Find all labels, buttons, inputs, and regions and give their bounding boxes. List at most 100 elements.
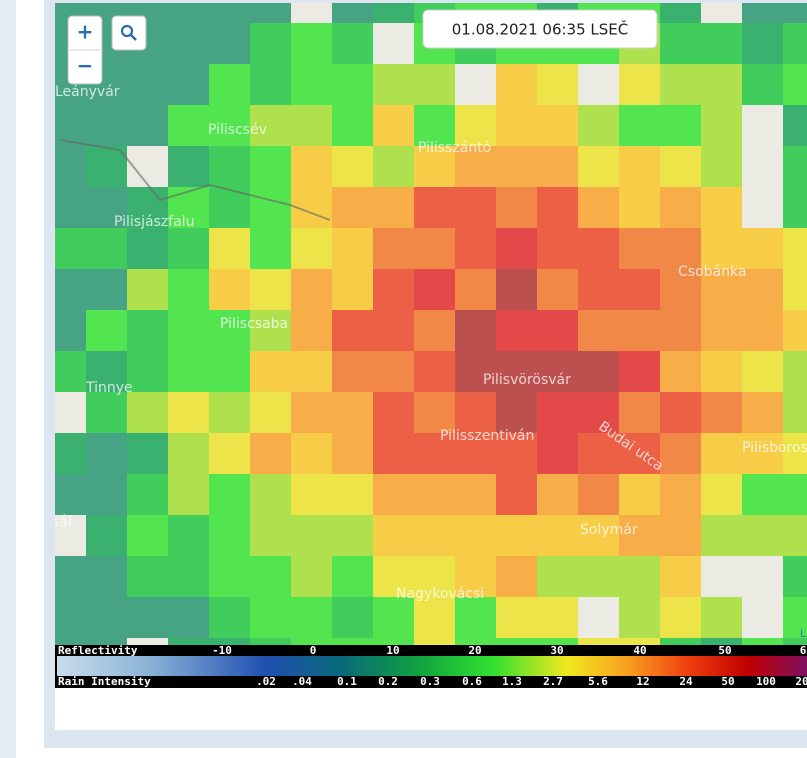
timestamp: 01.08.2021 06:35 LSEČ xyxy=(452,20,628,39)
radar-cell xyxy=(209,556,250,597)
radar-cell xyxy=(373,146,414,187)
place-label: Leányvár xyxy=(55,84,120,100)
search-button[interactable] xyxy=(111,15,147,51)
radar-cell xyxy=(701,105,742,146)
radar-cell xyxy=(578,105,619,146)
radar-cell xyxy=(619,556,660,597)
place-label: Tinnye xyxy=(85,380,133,396)
radar-cell xyxy=(783,269,807,310)
radar-cell xyxy=(127,228,168,269)
radar-cell xyxy=(332,146,373,187)
radar-cell xyxy=(55,146,86,187)
radar-cell xyxy=(127,351,168,392)
radar-cell xyxy=(209,105,250,146)
radar-cell xyxy=(127,556,168,597)
radar-cell xyxy=(373,392,414,433)
timestamp-box xyxy=(422,9,658,49)
radar-cell xyxy=(783,228,807,269)
radar-cell xyxy=(55,351,86,392)
radar-cell xyxy=(660,187,701,228)
radar-cell xyxy=(250,228,291,269)
radar-cell xyxy=(537,146,578,187)
radar-cell xyxy=(660,597,701,638)
radar-cell xyxy=(496,228,537,269)
radar-cell xyxy=(332,392,373,433)
radar-cell xyxy=(701,392,742,433)
radar-cell xyxy=(209,474,250,515)
radar-cell xyxy=(209,228,250,269)
radar-cell xyxy=(168,105,209,146)
radar-cell xyxy=(373,64,414,105)
legend-label: 0.2 xyxy=(378,675,398,688)
radar-cell xyxy=(537,515,578,556)
radar-cell xyxy=(783,64,807,105)
radar-cell xyxy=(55,310,86,351)
radar-cell xyxy=(455,474,496,515)
panel-footer xyxy=(55,688,807,730)
legend-label: 50 xyxy=(721,675,734,688)
radar-cell xyxy=(783,146,807,187)
zoom-in[interactable]: + xyxy=(77,20,94,44)
radar-cell xyxy=(578,146,619,187)
radar-cell xyxy=(250,515,291,556)
radar-cell xyxy=(127,597,168,638)
radar-cell xyxy=(578,269,619,310)
radar-cell xyxy=(783,515,807,556)
radar-cell xyxy=(537,351,578,392)
radar-cell xyxy=(168,515,209,556)
radar-cell xyxy=(209,23,250,64)
radar-cell xyxy=(55,187,86,228)
radar-cell xyxy=(660,310,701,351)
radar-cell xyxy=(414,433,455,474)
radar-cell xyxy=(701,228,742,269)
radar-cell xyxy=(742,474,783,515)
zoom-out[interactable]: − xyxy=(77,54,94,78)
place-label: Piliscsaba xyxy=(220,316,288,332)
radar-cell xyxy=(250,638,291,645)
radar-cell xyxy=(660,351,701,392)
radar-cell xyxy=(332,515,373,556)
place-label: Pilisboros xyxy=(742,440,807,456)
radar-cell xyxy=(701,146,742,187)
radar-cell xyxy=(291,310,332,351)
radar-cell xyxy=(701,638,742,645)
radar-cell xyxy=(127,64,168,105)
legend-label: 2.7 xyxy=(543,675,563,688)
radar-cell xyxy=(455,597,496,638)
legend-label: 24 xyxy=(679,675,693,688)
radar-cell xyxy=(701,351,742,392)
radar-cell xyxy=(332,556,373,597)
radar-cell xyxy=(537,228,578,269)
radar-cell xyxy=(537,474,578,515)
legend-label: 30 xyxy=(550,644,563,657)
radar-cell xyxy=(619,392,660,433)
place-label: sál xyxy=(52,514,72,530)
radar-cell xyxy=(55,433,86,474)
radar-cell xyxy=(86,392,127,433)
radar-cell xyxy=(455,515,496,556)
radar-cell xyxy=(619,351,660,392)
radar-cell xyxy=(619,597,660,638)
radar-cell xyxy=(209,64,250,105)
radar-cell xyxy=(127,474,168,515)
legend-title: Rain Intensity xyxy=(58,675,151,688)
radar-cell xyxy=(332,3,373,23)
radar-cell xyxy=(332,269,373,310)
radar-cell xyxy=(55,269,86,310)
radar-cell xyxy=(168,351,209,392)
radar-cell xyxy=(209,3,250,23)
radar-cell xyxy=(250,3,291,23)
legend-label: -10 xyxy=(212,644,232,657)
radar-cell xyxy=(742,310,783,351)
radar-cell xyxy=(455,351,496,392)
legend-label: 20 xyxy=(468,644,481,657)
radar-cell xyxy=(373,515,414,556)
radar-cell xyxy=(373,269,414,310)
radar-cell xyxy=(373,3,414,23)
radar-cell xyxy=(414,556,455,597)
radar-cell xyxy=(250,392,291,433)
radar-cell xyxy=(291,556,332,597)
radar-cell xyxy=(783,351,807,392)
attribution[interactable]: L xyxy=(800,627,807,640)
